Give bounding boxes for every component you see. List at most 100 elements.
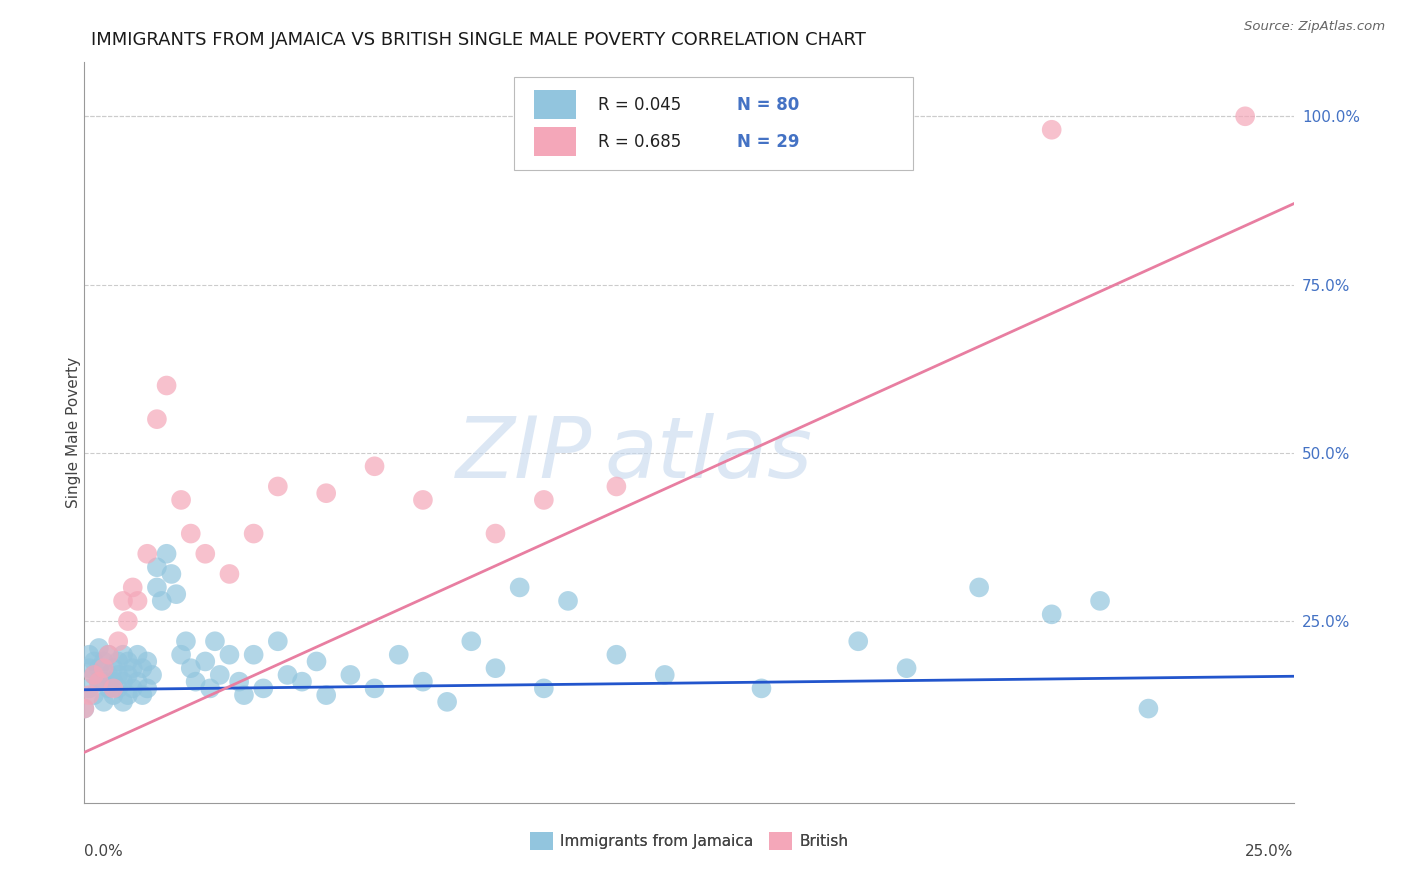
Point <box>170 492 193 507</box>
Point <box>155 547 177 561</box>
Point <box>242 526 264 541</box>
Y-axis label: Single Male Poverty: Single Male Poverty <box>66 357 80 508</box>
Point <box>174 634 197 648</box>
Point <box>194 655 217 669</box>
Text: R = 0.045: R = 0.045 <box>599 95 682 113</box>
Point <box>136 655 159 669</box>
Point <box>315 486 337 500</box>
Point <box>1234 109 1257 123</box>
Point <box>155 378 177 392</box>
Point <box>107 655 129 669</box>
Point <box>77 661 100 675</box>
Point <box>131 688 153 702</box>
Point <box>83 668 105 682</box>
Point <box>509 581 531 595</box>
Point <box>194 547 217 561</box>
Point <box>412 674 434 689</box>
Point <box>97 681 120 696</box>
Text: R = 0.685: R = 0.685 <box>599 133 682 151</box>
Point <box>1040 607 1063 622</box>
Point <box>605 648 627 662</box>
Point <box>93 655 115 669</box>
Point <box>146 412 169 426</box>
Point <box>533 492 555 507</box>
Point <box>460 634 482 648</box>
Point <box>198 681 221 696</box>
Point <box>83 668 105 682</box>
Point <box>117 655 139 669</box>
Point <box>97 648 120 662</box>
Point <box>97 668 120 682</box>
Legend: Immigrants from Jamaica, British: Immigrants from Jamaica, British <box>522 824 856 858</box>
Point <box>218 648 240 662</box>
Point <box>127 594 149 608</box>
Point <box>184 674 207 689</box>
Point <box>103 681 125 696</box>
Point <box>146 560 169 574</box>
Point <box>117 614 139 628</box>
Point <box>267 479 290 493</box>
Point <box>93 674 115 689</box>
Point <box>93 695 115 709</box>
Point <box>967 581 990 595</box>
Point <box>73 701 96 715</box>
Text: Source: ZipAtlas.com: Source: ZipAtlas.com <box>1244 20 1385 33</box>
Point <box>276 668 298 682</box>
Point <box>107 634 129 648</box>
Point <box>121 581 143 595</box>
Point <box>112 594 135 608</box>
Point <box>87 661 110 675</box>
Text: N = 29: N = 29 <box>737 133 800 151</box>
FancyBboxPatch shape <box>534 127 576 156</box>
FancyBboxPatch shape <box>534 90 576 120</box>
Point <box>533 681 555 696</box>
Point <box>77 688 100 702</box>
Point <box>484 526 506 541</box>
Point <box>315 688 337 702</box>
Point <box>103 661 125 675</box>
Point <box>363 459 385 474</box>
Point <box>117 688 139 702</box>
Point <box>208 668 231 682</box>
Point <box>654 668 676 682</box>
Point <box>93 661 115 675</box>
Point <box>751 681 773 696</box>
Point <box>160 566 183 581</box>
Point <box>228 674 250 689</box>
Point <box>339 668 361 682</box>
Point <box>112 695 135 709</box>
Point <box>107 668 129 682</box>
Point <box>131 661 153 675</box>
Point <box>1088 594 1111 608</box>
Point <box>388 648 411 662</box>
Point <box>146 581 169 595</box>
Text: ZIP: ZIP <box>456 413 592 496</box>
Point <box>112 674 135 689</box>
Point <box>107 681 129 696</box>
Point <box>165 587 187 601</box>
Point <box>87 674 110 689</box>
Point <box>1040 122 1063 136</box>
Point <box>83 655 105 669</box>
Point <box>117 668 139 682</box>
Text: IMMIGRANTS FROM JAMAICA VS BRITISH SINGLE MALE POVERTY CORRELATION CHART: IMMIGRANTS FROM JAMAICA VS BRITISH SINGL… <box>91 31 866 49</box>
Point <box>180 661 202 675</box>
Point <box>846 634 869 648</box>
Point <box>363 681 385 696</box>
Point <box>291 674 314 689</box>
Point <box>252 681 274 696</box>
Point <box>73 701 96 715</box>
Point <box>233 688 256 702</box>
Point <box>77 648 100 662</box>
Point <box>150 594 173 608</box>
Point <box>605 479 627 493</box>
Text: atlas: atlas <box>605 413 813 496</box>
Text: 0.0%: 0.0% <box>84 844 124 858</box>
Point <box>121 681 143 696</box>
Point <box>1137 701 1160 715</box>
Point <box>267 634 290 648</box>
Point <box>83 688 105 702</box>
Point <box>136 547 159 561</box>
Point <box>436 695 458 709</box>
Point <box>77 681 100 696</box>
